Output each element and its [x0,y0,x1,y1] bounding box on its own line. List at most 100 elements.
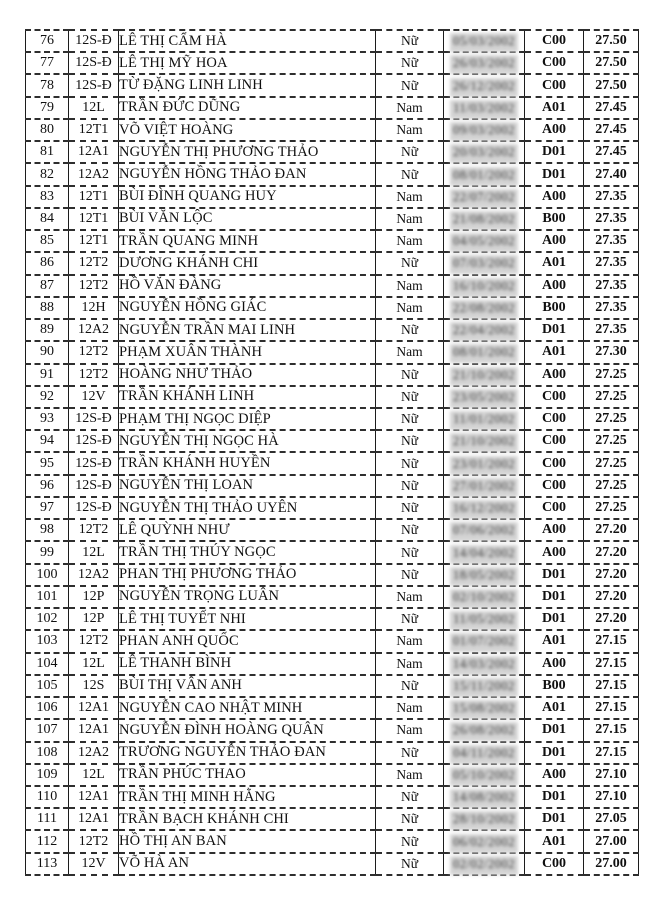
cell-date-of-birth: 11/01/2002 [443,406,525,432]
cell-date-of-birth: 14/08/2002 [443,784,525,810]
cell-exam-block: D01 [524,740,584,765]
cell-rank-number: 84 [25,206,69,232]
cell-score: 27.15 [583,629,639,654]
cell-class-code: 12A2 [68,162,119,187]
cell-class-code: 12A2 [68,562,119,587]
cell-student-name: VÕ VIỆT HOÀNG [118,117,376,143]
cell-exam-block: A00 [524,184,584,209]
cell-gender: Nam [375,273,444,298]
cell-rank-number: 85 [25,229,69,254]
cell-score: 27.35 [583,295,639,321]
cell-score: 27.25 [583,384,639,409]
cell-rank-number: 106 [25,696,69,721]
cell-gender: Nữ [375,518,444,543]
cell-gender: Nữ [375,851,444,877]
cell-gender: Nữ [375,162,444,187]
redacted-dob-block: 07/03/2002 [450,255,518,275]
cell-gender: Nam [375,95,444,120]
redacted-dob-block: 14/04/2002 [450,544,518,564]
table-row: 109 12L TRẦN PHÚC THAO Nam 05/10/2002 A0… [25,762,639,787]
cell-score: 27.35 [583,229,639,254]
cell-score: 27.00 [583,851,639,877]
cell-student-name: TRẦN PHÚC THAO [118,762,376,787]
cell-gender: Nữ [375,495,444,521]
table-row: 99 12L TRẦN THỊ THÚY NGỌC Nữ 14/04/2002 … [25,540,639,565]
cell-rank-number: 90 [25,340,69,365]
cell-rank-number: 99 [25,540,69,565]
cell-score: 27.15 [583,696,639,721]
cell-gender: Nam [375,584,444,610]
cell-rank-number: 93 [25,406,69,432]
cell-date-of-birth: 05/03/2002 [443,28,525,54]
cell-score: 27.45 [583,140,639,165]
cell-exam-block: D01 [524,607,584,632]
cell-date-of-birth: 02/10/2002 [443,584,525,610]
cell-student-name: NGUYỄN TRỌNG LUÂN [118,584,376,610]
cell-gender: Nam [375,295,444,321]
cell-date-of-birth: 16/12/2002 [443,495,525,521]
cell-class-code: 12S-Đ [68,73,119,98]
redacted-dob-block: 06/02/2002 [450,833,518,853]
cell-rank-number: 110 [25,784,69,810]
cell-gender: Nữ [375,540,444,565]
cell-score: 27.25 [583,406,639,432]
redacted-dob-block: 09/03/2002 [450,122,518,142]
redacted-dob-block: 08/01/2002 [450,344,518,364]
cell-student-name: VÕ HÀ AN [118,851,376,877]
cell-rank-number: 81 [25,140,69,165]
cell-class-code: 12L [68,540,119,565]
table-row: 85 12T1 TRẦN QUANG MINH Nam 04/05/2002 A… [25,229,639,254]
cell-student-name: TRẦN ĐỨC DŨNG [118,95,376,120]
table-row: 104 12L LÊ THANH BÌNH Nam 14/03/2002 A00… [25,651,639,676]
cell-rank-number: 91 [25,362,69,387]
cell-class-code: 12T2 [68,518,119,543]
table-row: 98 12T2 LÊ QUỲNH NHƯ Nữ 07/06/2002 A00 2… [25,518,639,543]
cell-score: 27.20 [583,518,639,543]
cell-exam-block: C00 [524,406,584,432]
cell-score: 27.40 [583,162,639,187]
table-row: 87 12T2 HỒ VĂN ĐÀNG Nam 16/10/2002 A00 2… [25,273,639,298]
redacted-dob-block: 15/11/2002 [450,677,518,697]
cell-gender: Nữ [375,51,444,76]
redacted-dob-block: 01/07/2002 [450,633,518,653]
cell-student-name: NGUYỄN THỊ LOAN [118,473,376,498]
cell-student-name: TRẦN KHÁNH HUYỀN [118,451,376,476]
redacted-dob-block: 14/08/2002 [450,789,518,809]
cell-class-code: 12S-Đ [68,495,119,521]
table-row: 112 12T2 HỒ THỊ AN BAN Nữ 06/02/2002 A01… [25,829,639,854]
cell-date-of-birth: 04/11/2002 [443,740,525,765]
cell-score: 27.15 [583,718,639,743]
cell-date-of-birth: 15/11/2002 [443,673,525,699]
cell-student-name: LÊ QUỲNH NHƯ [118,518,376,543]
cell-score: 27.35 [583,318,639,343]
redacted-dob-block: 14/03/2002 [450,655,518,675]
table-row: 90 12T2 PHẠM XUÂN THÀNH Nam 08/01/2002 A… [25,340,639,365]
table-row: 77 12S-Đ LÊ THỊ MỸ HOA Nữ 26/03/2002 C00… [25,51,639,76]
cell-student-name: NGUYỄN ĐÌNH HOÀNG QUÂN [118,718,376,743]
cell-score: 27.20 [583,540,639,565]
table-row: 100 12A2 PHAN THỊ PHƯƠNG THẢO Nữ 18/05/2… [25,562,639,587]
redacted-dob-block: 22/04/2002 [450,322,518,342]
cell-score: 27.15 [583,651,639,676]
cell-date-of-birth: 21/08/2002 [443,206,525,232]
cell-rank-number: 97 [25,495,69,521]
cell-exam-block: A00 [524,362,584,387]
cell-class-code: 12T1 [68,206,119,232]
redacted-dob-block: 04/05/2002 [450,233,518,253]
table-row: 101 12P NGUYỄN TRỌNG LUÂN Nam 02/10/2002… [25,584,639,610]
cell-rank-number: 86 [25,251,69,276]
cell-gender: Nam [375,696,444,721]
cell-class-code: 12T2 [68,340,119,365]
cell-class-code: 12T2 [68,273,119,298]
cell-rank-number: 105 [25,673,69,699]
cell-gender: Nữ [375,807,444,832]
cell-rank-number: 111 [25,807,69,832]
table-row: 86 12T2 DƯƠNG KHÁNH CHI Nữ 07/03/2002 A0… [25,251,639,276]
cell-exam-block: A00 [524,117,584,143]
redacted-dob-block: 22/07/2002 [450,188,518,208]
cell-class-code: 12A1 [68,718,119,743]
cell-class-code: 12A1 [68,807,119,832]
cell-student-name: PHAN THỊ PHƯƠNG THẢO [118,562,376,587]
cell-rank-number: 96 [25,473,69,498]
cell-date-of-birth: 26/03/2002 [443,51,525,76]
